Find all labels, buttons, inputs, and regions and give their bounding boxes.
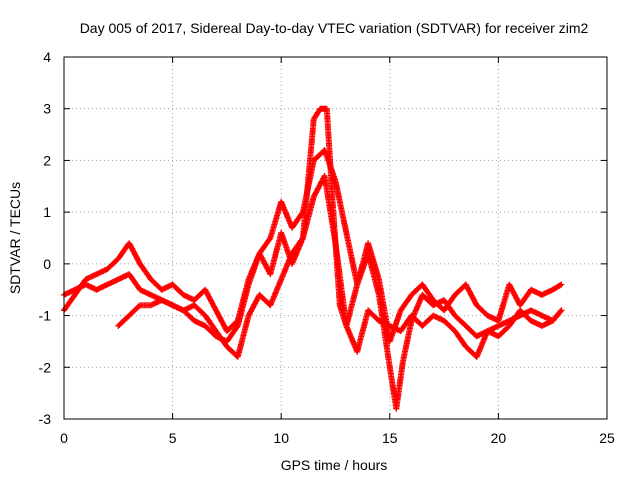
series-points-track-a: [61, 147, 565, 345]
x-tick-label: 15: [382, 430, 398, 446]
y-axis-label: SDTVAR / TECUs: [7, 182, 23, 294]
y-tick-label: -1: [39, 308, 52, 324]
x-tick-label: 0: [60, 430, 68, 446]
plot-frame: [63, 56, 608, 420]
series-marks: [61, 105, 565, 412]
x-tick-label: 5: [169, 430, 177, 446]
y-tick-label: 3: [43, 101, 51, 117]
y-tick-label: -2: [39, 359, 52, 375]
y-tick-label: 1: [43, 204, 51, 220]
x-axis-label: GPS time / hours: [281, 457, 388, 473]
chart-title: Day 005 of 2017, Sidereal Day-to-day VTE…: [80, 20, 589, 36]
y-tick-label: 0: [43, 256, 51, 272]
y-tick-label: -3: [39, 411, 52, 427]
x-tick-label: 10: [273, 430, 289, 446]
series-points-track-c: [115, 105, 565, 412]
y-tick-label: 4: [43, 49, 51, 65]
x-tick-label: 20: [491, 430, 507, 446]
tick-layer: 0 5 10 15 20 25 -3 -2 -1 0 1 2 3 4: [39, 49, 615, 446]
y-tick-label: 2: [43, 152, 51, 168]
x-tick-label: 25: [599, 430, 615, 446]
